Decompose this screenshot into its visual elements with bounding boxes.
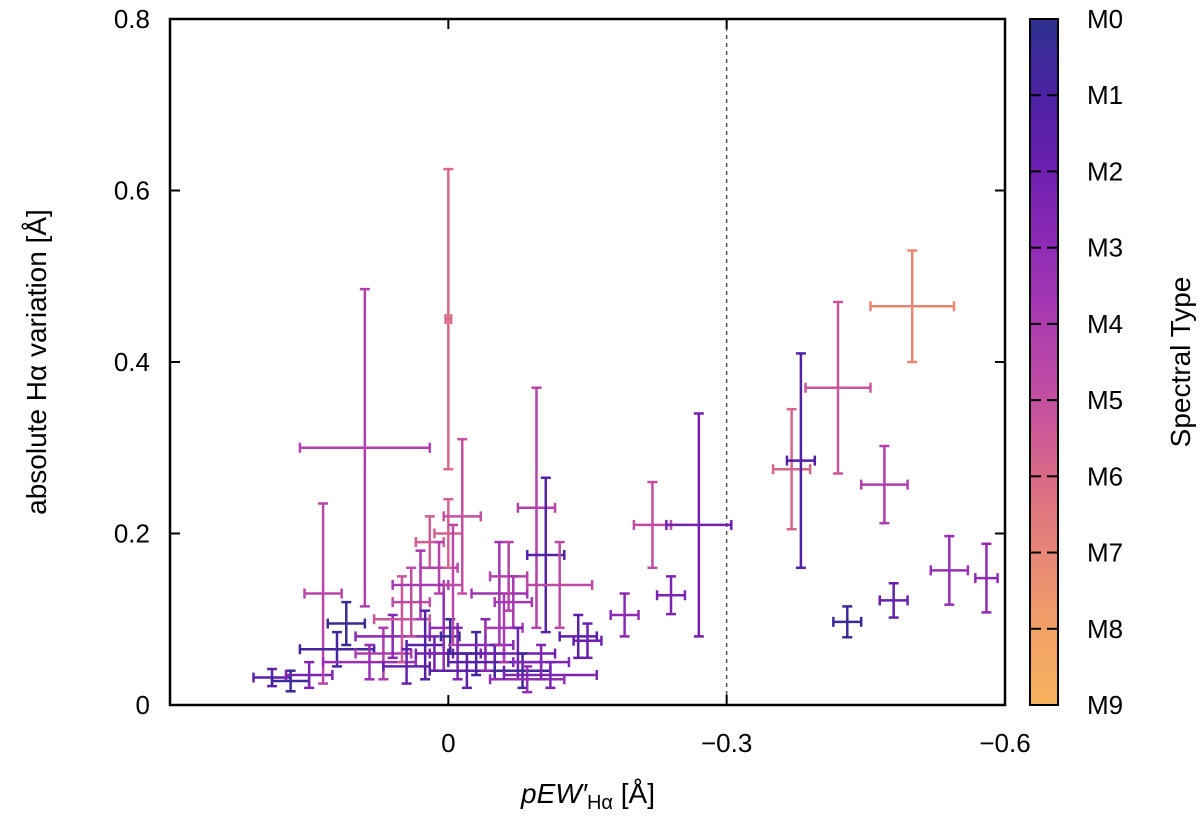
x-tick-label: −0.6 bbox=[979, 728, 1030, 758]
data-point bbox=[572, 622, 603, 660]
data-point bbox=[391, 566, 432, 638]
data-point bbox=[869, 249, 956, 364]
colorbar-label: Spectral Type bbox=[1165, 277, 1196, 448]
colorbar-ticks: M0 M1 M2 M3 M4 M5 M6 M7 M8 M9 bbox=[1030, 4, 1123, 720]
colorbar-tick-label: M6 bbox=[1087, 461, 1123, 491]
data-point bbox=[771, 407, 812, 531]
y-axis-label: absolute Hα variation [Å] bbox=[21, 209, 52, 515]
data-point bbox=[372, 575, 432, 664]
colorbar-tick-label: M7 bbox=[1087, 538, 1123, 568]
x-tick-label: 0 bbox=[441, 728, 455, 758]
data-point bbox=[832, 605, 863, 639]
y-tick-label: 0.6 bbox=[114, 176, 150, 206]
data-point bbox=[298, 287, 432, 608]
data-point bbox=[558, 613, 599, 660]
data-point bbox=[354, 613, 432, 660]
colorbar-tick-label: M0 bbox=[1087, 4, 1123, 34]
data-point bbox=[525, 540, 594, 630]
x-tick-label: −0.3 bbox=[701, 728, 752, 758]
data-point bbox=[516, 386, 557, 630]
data-point bbox=[929, 534, 970, 606]
y-tick-label: 0 bbox=[136, 690, 150, 720]
y-axis: 0 0.2 0.4 0.6 0.8 bbox=[114, 4, 1005, 720]
colorbar-tick-label: M4 bbox=[1087, 309, 1123, 339]
x-axis: 0 −0.3 −0.6 bbox=[441, 19, 1031, 758]
data-point bbox=[655, 575, 687, 616]
data-point bbox=[326, 600, 367, 647]
data-point bbox=[442, 523, 464, 647]
colorbar-tick-label: M8 bbox=[1087, 614, 1123, 644]
data-point bbox=[859, 444, 909, 525]
data-point bbox=[785, 352, 817, 570]
data-point bbox=[502, 660, 599, 690]
data-point bbox=[442, 437, 483, 595]
colorbar-tick-label: M1 bbox=[1087, 80, 1123, 110]
data-point bbox=[609, 592, 640, 638]
x-axis-label: pEW′Hα [Å] bbox=[520, 778, 655, 814]
y-tick-label: 0.4 bbox=[114, 347, 150, 377]
data-point bbox=[804, 300, 872, 475]
data-point bbox=[284, 660, 334, 690]
colorbar-tick-label: M2 bbox=[1087, 156, 1123, 186]
colorbar-tick-label: M5 bbox=[1087, 385, 1123, 415]
data-point bbox=[974, 542, 999, 614]
data-points bbox=[252, 167, 999, 694]
data-point bbox=[428, 652, 506, 690]
colorbar-tick-label: M9 bbox=[1087, 690, 1123, 720]
y-tick-label: 0.2 bbox=[114, 519, 150, 549]
data-point bbox=[303, 502, 343, 685]
y-tick-label: 0.8 bbox=[114, 4, 150, 34]
data-point bbox=[878, 581, 909, 619]
data-point bbox=[525, 476, 566, 634]
data-point bbox=[512, 643, 571, 681]
data-point bbox=[665, 412, 733, 638]
data-point bbox=[443, 167, 454, 471]
colorbar-tick-label: M3 bbox=[1087, 233, 1123, 263]
data-point bbox=[298, 630, 376, 668]
data-point bbox=[488, 665, 566, 694]
colorbar bbox=[1029, 18, 1059, 706]
